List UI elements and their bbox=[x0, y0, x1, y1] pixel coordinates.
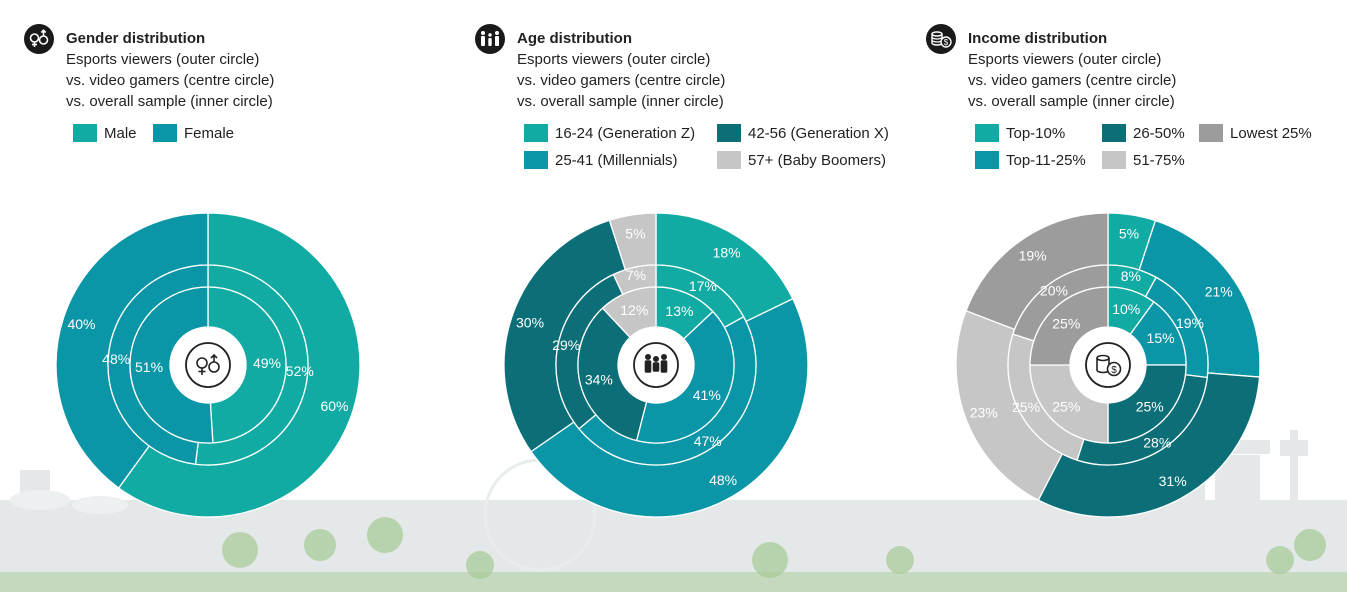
subtitle-line: vs. video gamers (centre circle) bbox=[517, 72, 726, 89]
legend-item-top-10: Top-10% bbox=[975, 123, 1065, 143]
legend-swatch bbox=[1102, 151, 1126, 169]
donut-center bbox=[170, 327, 246, 403]
data-label-inner-1: 51% bbox=[135, 359, 163, 375]
data-label-inner-0: 13% bbox=[665, 303, 693, 319]
data-label-centre-0: 52% bbox=[286, 363, 314, 379]
legend-item-lowest-25: Lowest 25% bbox=[1199, 123, 1312, 143]
income-panel: $ Income distribution Esports viewers (o… bbox=[926, 0, 1347, 592]
gender-symbols-icon bbox=[196, 353, 220, 375]
subtitle-line: vs. video gamers (centre circle) bbox=[66, 72, 275, 89]
legend-label: 42-56 (Generation X) bbox=[748, 124, 889, 142]
data-label-centre-1: 19% bbox=[1176, 315, 1204, 331]
legend-swatch bbox=[975, 151, 999, 169]
legend-swatch bbox=[524, 124, 548, 142]
data-label-centre-2: 29% bbox=[552, 337, 580, 353]
legend-swatch bbox=[524, 151, 548, 169]
income-donut: 5% 21% 31% 23% 19% 8% 19% 28% 25% 20% 10% 15% 25% 25%… bbox=[955, 212, 1261, 518]
legend-item-male: Male bbox=[73, 123, 137, 143]
legend-label: 57+ (Baby Boomers) bbox=[748, 151, 886, 169]
legend-label: Top-11-25% bbox=[1006, 151, 1086, 169]
data-label-centre-2: 28% bbox=[1143, 435, 1171, 451]
data-label-outer-2: 30% bbox=[516, 314, 544, 330]
data-label-inner-3: 25% bbox=[1052, 399, 1080, 415]
legend-label: Lowest 25% bbox=[1230, 124, 1312, 142]
data-label-outer-4: 19% bbox=[1019, 247, 1047, 263]
subtitle-line: Esports viewers (outer circle) bbox=[66, 51, 260, 68]
data-label-outer-3: 5% bbox=[625, 226, 645, 242]
legend-item-female: Female bbox=[153, 123, 234, 143]
subtitle-line: vs. overall sample (inner circle) bbox=[517, 93, 724, 110]
chart-title: Gender distribution bbox=[66, 30, 206, 47]
legend-swatch bbox=[1199, 124, 1223, 142]
legend-swatch bbox=[153, 124, 177, 142]
data-label-centre-3: 7% bbox=[626, 267, 646, 283]
data-label-inner-1: 15% bbox=[1147, 330, 1175, 346]
legend-item-gen-z: 16-24 (Generation Z) bbox=[524, 123, 695, 143]
legend-label: Male bbox=[104, 124, 137, 142]
age-panel: Age distribution Esports viewers (outer … bbox=[475, 0, 915, 592]
center-icon-ring bbox=[1085, 342, 1131, 388]
legend-item-top-11-25: Top-11-25% bbox=[975, 150, 1086, 170]
family-icon bbox=[475, 24, 505, 54]
data-label-outer-1: 48% bbox=[709, 472, 737, 488]
legend-item-millennials: 25-41 (Millennials) bbox=[524, 150, 678, 170]
data-label-outer-0: 60% bbox=[320, 398, 348, 414]
legend-swatch bbox=[975, 124, 999, 142]
data-label-inner-3: 12% bbox=[620, 302, 648, 318]
subtitle-line: vs. video gamers (centre circle) bbox=[968, 72, 1177, 89]
legend-label: 25-41 (Millennials) bbox=[555, 151, 678, 169]
legend-label: 16-24 (Generation Z) bbox=[555, 124, 696, 142]
data-label-centre-1: 48% bbox=[102, 351, 130, 367]
data-label-outer-3: 23% bbox=[970, 404, 998, 420]
gender-donut: 60% 40% 52% 48% 49% 51% bbox=[55, 212, 361, 518]
data-label-centre-0: 17% bbox=[689, 278, 717, 294]
data-label-centre-3: 25% bbox=[1012, 399, 1040, 415]
coins-icon: $ bbox=[926, 24, 956, 54]
data-label-centre-4: 20% bbox=[1040, 283, 1068, 299]
data-label-inner-1: 41% bbox=[693, 387, 721, 403]
legend-label: 26-50% bbox=[1133, 124, 1185, 142]
legend-label: 51-75% bbox=[1133, 151, 1185, 169]
data-label-inner-0: 10% bbox=[1112, 301, 1140, 317]
legend-swatch bbox=[1102, 124, 1126, 142]
data-label-centre-1: 47% bbox=[694, 433, 722, 449]
legend-item-51-75: 51-75% bbox=[1102, 150, 1185, 170]
data-label-outer-1: 21% bbox=[1205, 283, 1233, 299]
chart-title: Income distribution bbox=[968, 30, 1108, 47]
data-label-outer-2: 31% bbox=[1159, 473, 1187, 489]
center-icon-ring bbox=[633, 342, 679, 388]
svg-text:$: $ bbox=[944, 38, 949, 47]
data-label-inner-0: 49% bbox=[253, 355, 281, 371]
data-label-outer-0: 5% bbox=[1119, 226, 1139, 242]
slice-inner-1 bbox=[635, 310, 735, 444]
legend-swatch bbox=[717, 124, 741, 142]
coins-icon: $ bbox=[1096, 354, 1122, 377]
data-label-inner-4: 25% bbox=[1052, 315, 1080, 331]
family-icon bbox=[644, 353, 668, 373]
subtitle-line: Esports viewers (outer circle) bbox=[517, 51, 711, 68]
subtitle-line: vs. overall sample (inner circle) bbox=[968, 93, 1175, 110]
legend-label: Top-10% bbox=[1006, 124, 1066, 142]
legend-label: Female bbox=[184, 124, 235, 142]
gender-panel: Gender distribution Esports viewers (out… bbox=[24, 0, 464, 592]
legend-item-26-50: 26-50% bbox=[1102, 123, 1185, 143]
gender-symbols-icon bbox=[24, 24, 54, 54]
data-label-outer-1: 40% bbox=[67, 316, 95, 332]
legend-swatch bbox=[717, 151, 741, 169]
subtitle-line: Esports viewers (outer circle) bbox=[968, 51, 1162, 68]
data-label-inner-2: 25% bbox=[1136, 399, 1164, 415]
dollar-glyph: $ bbox=[1111, 365, 1117, 376]
data-label-inner-2: 34% bbox=[585, 372, 613, 388]
legend-item-baby-boomers: 57+ (Baby Boomers) bbox=[717, 150, 886, 170]
subtitle-line: vs. overall sample (inner circle) bbox=[66, 93, 273, 110]
legend-item-gen-x: 42-56 (Generation X) bbox=[717, 123, 889, 143]
chart-title: Age distribution bbox=[517, 30, 632, 47]
data-label-outer-0: 18% bbox=[713, 244, 741, 260]
data-label-centre-0: 8% bbox=[1121, 268, 1141, 284]
legend-swatch bbox=[73, 124, 97, 142]
age-donut: 18% 48% 30% 5% 17% 47% 29% 7% 13% 41% 34% 12% bbox=[503, 212, 809, 518]
center-icon-ring bbox=[185, 342, 231, 388]
